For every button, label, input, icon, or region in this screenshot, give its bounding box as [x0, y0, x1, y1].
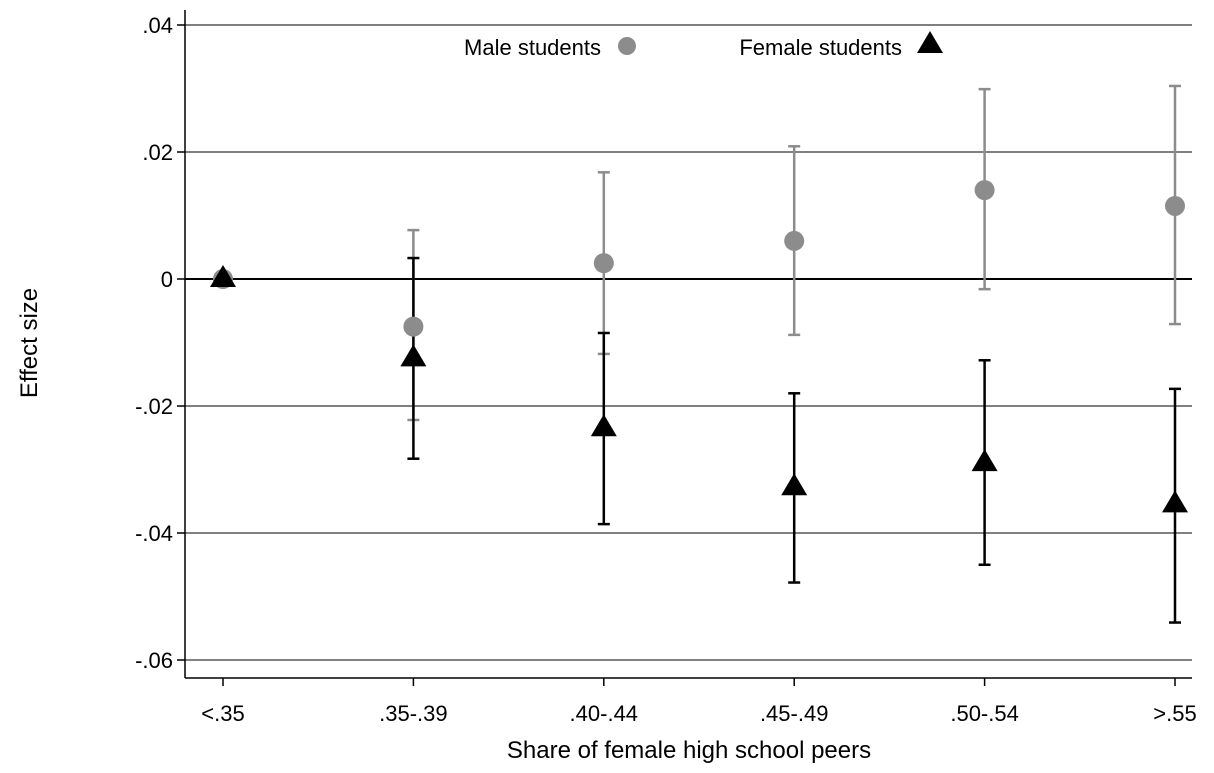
legend-marker-female — [917, 31, 943, 53]
x-tick-label: .35-.39 — [379, 701, 448, 726]
y-tick-label: .02 — [142, 140, 173, 165]
female-point — [400, 344, 427, 367]
female-point — [781, 473, 808, 496]
male-point — [1165, 195, 1185, 216]
x-axis-label: Share of female high school peers — [507, 737, 871, 764]
legend-marker-male — [618, 37, 636, 55]
female-point — [1162, 490, 1188, 513]
error-bars — [407, 84, 1181, 624]
male-point — [974, 180, 995, 201]
y-tick-label: -.06 — [135, 648, 173, 673]
x-tick-label: <.35 — [201, 701, 244, 726]
legend: Male students Female students — [464, 31, 943, 60]
y-tick-label: -.02 — [135, 394, 173, 419]
x-tick-label: .50-.54 — [950, 701, 1019, 726]
gridlines — [185, 24, 1192, 661]
female-point — [590, 414, 617, 437]
y-tick-label: -.04 — [135, 521, 173, 546]
y-ticks: .04 .02 0 -.02 -.04 -.06 — [135, 13, 185, 673]
x-tick-label: .40-.44 — [570, 701, 639, 726]
male-point — [784, 230, 805, 251]
female-point — [971, 449, 998, 472]
markers — [210, 180, 1188, 513]
male-point — [593, 253, 614, 274]
x-tick-label: >.55 — [1153, 701, 1196, 726]
x-ticks: <.35 .35-.39 .40-.44 .45-.49 .50-.54 >.55 — [201, 678, 1197, 726]
male-point — [403, 316, 424, 337]
axes — [184, 10, 1192, 679]
x-tick-label: .45-.49 — [760, 701, 829, 726]
legend-label-female: Female students — [739, 35, 902, 60]
legend-label-male: Male students — [464, 35, 601, 60]
y-tick-label: .04 — [142, 13, 173, 38]
y-axis-label: Effect size — [16, 288, 43, 398]
y-tick-label: 0 — [161, 267, 173, 292]
female-point — [210, 265, 236, 287]
